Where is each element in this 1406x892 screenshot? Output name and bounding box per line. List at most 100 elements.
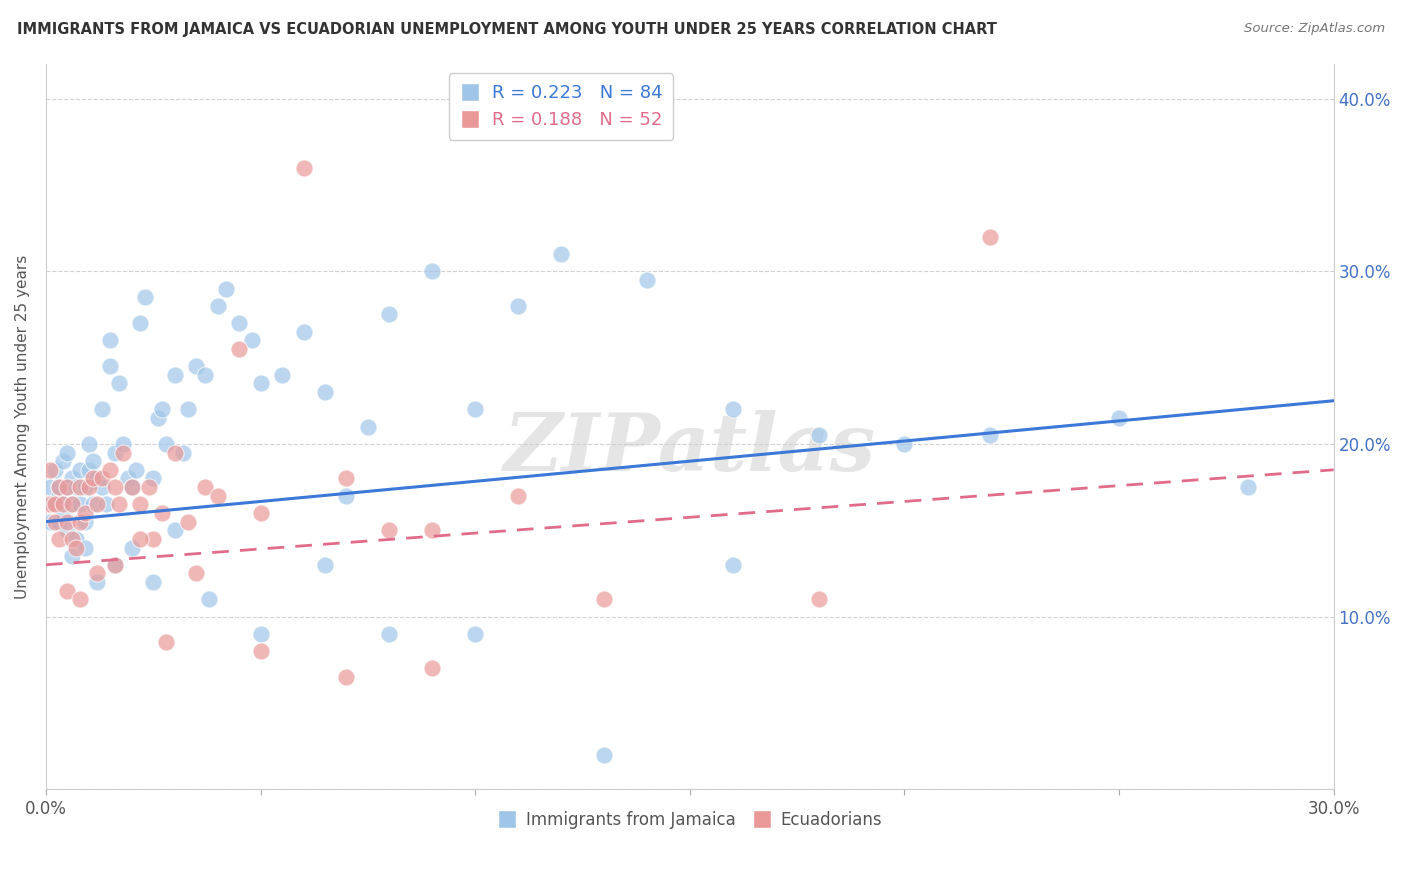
Point	[155, 635, 177, 649]
Point	[335, 489, 357, 503]
Point	[39, 497, 62, 511]
Point	[44, 497, 66, 511]
Point	[73, 515, 96, 529]
Point	[249, 506, 271, 520]
Point	[73, 541, 96, 555]
Text: ZIPatlas: ZIPatlas	[503, 409, 876, 487]
Point	[163, 523, 186, 537]
Point	[60, 532, 83, 546]
Legend: Immigrants from Jamaica, Ecuadorians: Immigrants from Jamaica, Ecuadorians	[491, 804, 889, 835]
Point	[172, 445, 194, 459]
Point	[69, 497, 91, 511]
Point	[228, 316, 250, 330]
Point	[464, 402, 486, 417]
Point	[69, 515, 91, 529]
Point	[56, 523, 79, 537]
Point	[464, 627, 486, 641]
Point	[94, 497, 117, 511]
Point	[186, 359, 208, 374]
Point	[56, 515, 79, 529]
Point	[108, 376, 131, 391]
Point	[721, 558, 744, 572]
Point	[77, 463, 100, 477]
Point	[39, 515, 62, 529]
Point	[112, 445, 135, 459]
Point	[593, 747, 616, 762]
Point	[198, 592, 221, 607]
Point	[155, 437, 177, 451]
Point	[86, 497, 108, 511]
Point	[44, 463, 66, 477]
Point	[150, 506, 173, 520]
Point	[134, 290, 156, 304]
Point	[82, 471, 104, 485]
Point	[60, 497, 83, 511]
Point	[186, 566, 208, 581]
Point	[104, 480, 127, 494]
Point	[73, 480, 96, 494]
Point	[807, 592, 830, 607]
Point	[150, 402, 173, 417]
Point	[117, 471, 139, 485]
Point	[56, 445, 79, 459]
Point	[207, 299, 229, 313]
Point	[90, 471, 112, 485]
Point	[129, 316, 152, 330]
Point	[271, 368, 294, 382]
Point	[378, 627, 401, 641]
Point	[52, 454, 75, 468]
Point	[807, 428, 830, 442]
Point	[420, 264, 443, 278]
Point	[65, 541, 87, 555]
Point	[39, 463, 62, 477]
Point	[60, 471, 83, 485]
Point	[69, 592, 91, 607]
Point	[378, 523, 401, 537]
Point	[98, 359, 121, 374]
Point	[142, 532, 165, 546]
Point	[65, 532, 87, 546]
Point	[249, 644, 271, 658]
Point	[52, 506, 75, 520]
Point	[98, 334, 121, 348]
Point	[508, 299, 530, 313]
Point	[1108, 411, 1130, 425]
Point	[163, 445, 186, 459]
Point	[249, 376, 271, 391]
Point	[104, 445, 127, 459]
Point	[121, 480, 143, 494]
Point	[292, 325, 315, 339]
Point	[207, 489, 229, 503]
Point	[44, 497, 66, 511]
Point	[550, 247, 572, 261]
Point	[249, 627, 271, 641]
Point	[65, 480, 87, 494]
Y-axis label: Unemployment Among Youth under 25 years: Unemployment Among Youth under 25 years	[15, 254, 30, 599]
Point	[194, 480, 217, 494]
Point	[636, 273, 658, 287]
Point	[129, 497, 152, 511]
Point	[357, 419, 380, 434]
Point	[378, 307, 401, 321]
Point	[73, 506, 96, 520]
Point	[56, 583, 79, 598]
Point	[138, 480, 160, 494]
Point	[90, 480, 112, 494]
Point	[60, 549, 83, 563]
Point	[420, 523, 443, 537]
Point	[335, 670, 357, 684]
Point	[56, 480, 79, 494]
Point	[721, 402, 744, 417]
Point	[82, 454, 104, 468]
Point	[48, 489, 70, 503]
Point	[125, 463, 148, 477]
Point	[52, 497, 75, 511]
Point	[194, 368, 217, 382]
Point	[979, 428, 1001, 442]
Point	[176, 402, 198, 417]
Point	[142, 575, 165, 590]
Point	[69, 463, 91, 477]
Point	[108, 497, 131, 511]
Point	[129, 532, 152, 546]
Point	[60, 497, 83, 511]
